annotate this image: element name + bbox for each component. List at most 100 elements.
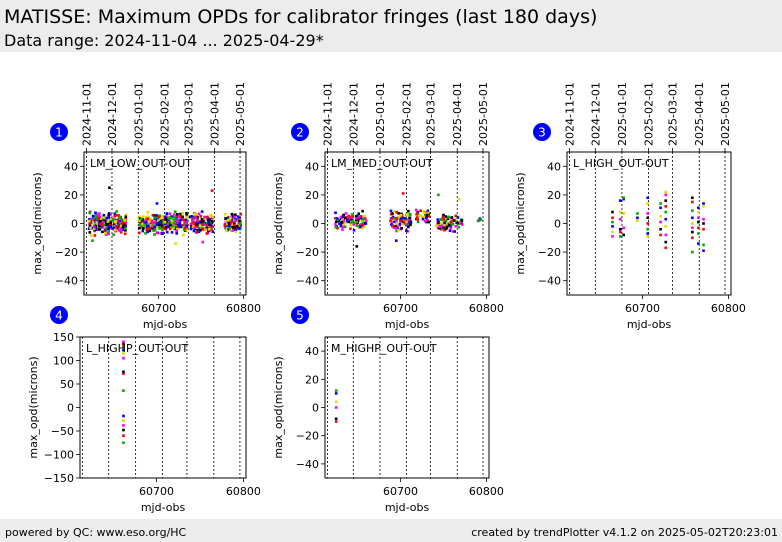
data-point (160, 219, 164, 223)
data-point (144, 223, 147, 227)
data-point (153, 219, 157, 223)
data-point (702, 205, 705, 208)
data-point (334, 220, 338, 224)
data-point (104, 231, 107, 235)
data-point (111, 218, 115, 222)
data-point (354, 215, 358, 218)
data-point (106, 220, 110, 223)
data-point (173, 210, 177, 213)
data-point (438, 225, 441, 229)
data-point (195, 223, 198, 226)
data-point (102, 213, 106, 217)
data-point (343, 225, 347, 229)
data-point (456, 221, 459, 225)
data-point (106, 222, 110, 226)
panel-number-badge (291, 306, 309, 324)
data-point (153, 225, 157, 229)
data-point (441, 220, 445, 224)
data-point (100, 220, 104, 224)
data-point (622, 226, 625, 230)
data-point (107, 232, 110, 235)
data-point (107, 213, 111, 216)
data-point (181, 218, 185, 222)
data-point (391, 224, 394, 228)
data-point (122, 348, 125, 352)
data-point (450, 219, 454, 223)
data-point (225, 229, 228, 233)
data-point (390, 223, 393, 226)
data-point (151, 225, 154, 228)
date-tick-label: 2024-12-01 (106, 82, 119, 146)
data-point (164, 226, 168, 229)
data-point (169, 227, 172, 231)
data-point (659, 206, 662, 210)
data-point (92, 216, 95, 220)
data-point (358, 223, 362, 227)
y-tick-label: 40 (547, 160, 561, 173)
y-tick-label: 40 (305, 160, 319, 173)
data-point (622, 212, 625, 215)
data-point (107, 216, 110, 219)
data-point (155, 223, 159, 226)
data-point (419, 209, 423, 213)
data-point (124, 213, 128, 217)
data-point (122, 343, 125, 347)
data-point (225, 222, 228, 226)
data-point (124, 229, 127, 232)
data-point (170, 231, 174, 234)
data-point (339, 217, 343, 221)
data-point (401, 192, 405, 195)
data-point (208, 223, 211, 227)
footer-bar: powered by QC: www.eso.org/HC created by… (0, 519, 782, 542)
data-point (199, 222, 203, 226)
data-point (423, 211, 426, 215)
data-point (198, 224, 202, 228)
data-point (138, 217, 142, 220)
data-point (618, 210, 622, 214)
data-point (122, 352, 125, 355)
data-point (155, 214, 158, 217)
data-point (179, 225, 182, 229)
data-point (234, 218, 238, 221)
date-tick-label: 2025-05-01 (719, 82, 732, 146)
data-point (425, 218, 429, 222)
data-point (200, 217, 204, 221)
y-tick-label: −20 (55, 246, 78, 259)
data-point (441, 215, 445, 219)
data-point (238, 216, 241, 220)
data-point (170, 219, 174, 223)
data-point (92, 227, 96, 230)
data-point (395, 221, 399, 225)
data-point (225, 225, 228, 228)
y-tick-label: 20 (547, 189, 561, 202)
data-point (122, 346, 125, 349)
data-point (90, 218, 94, 221)
data-point (144, 219, 147, 223)
data-point (123, 219, 126, 222)
date-tick-label: 2025-03-01 (182, 82, 195, 146)
data-point (611, 230, 614, 234)
data-point (444, 227, 448, 231)
data-point (438, 227, 441, 230)
data-point (121, 225, 125, 228)
data-point (397, 211, 400, 215)
data-point (422, 215, 426, 219)
data-point (138, 219, 141, 223)
panel-label: M_HIGHP_OUT-OUT (331, 342, 437, 355)
data-point (636, 212, 639, 215)
data-point (691, 222, 694, 225)
data-point (168, 216, 171, 219)
data-point (159, 231, 163, 235)
data-point (94, 213, 98, 216)
data-point (179, 212, 182, 216)
data-point (122, 341, 125, 345)
data-point (199, 228, 202, 232)
data-point (447, 215, 451, 219)
data-point (89, 234, 93, 237)
data-point (115, 210, 119, 213)
data-point (138, 215, 141, 219)
data-point (394, 225, 397, 228)
data-point (231, 229, 234, 232)
data-point (210, 216, 214, 220)
data-point (94, 211, 97, 215)
